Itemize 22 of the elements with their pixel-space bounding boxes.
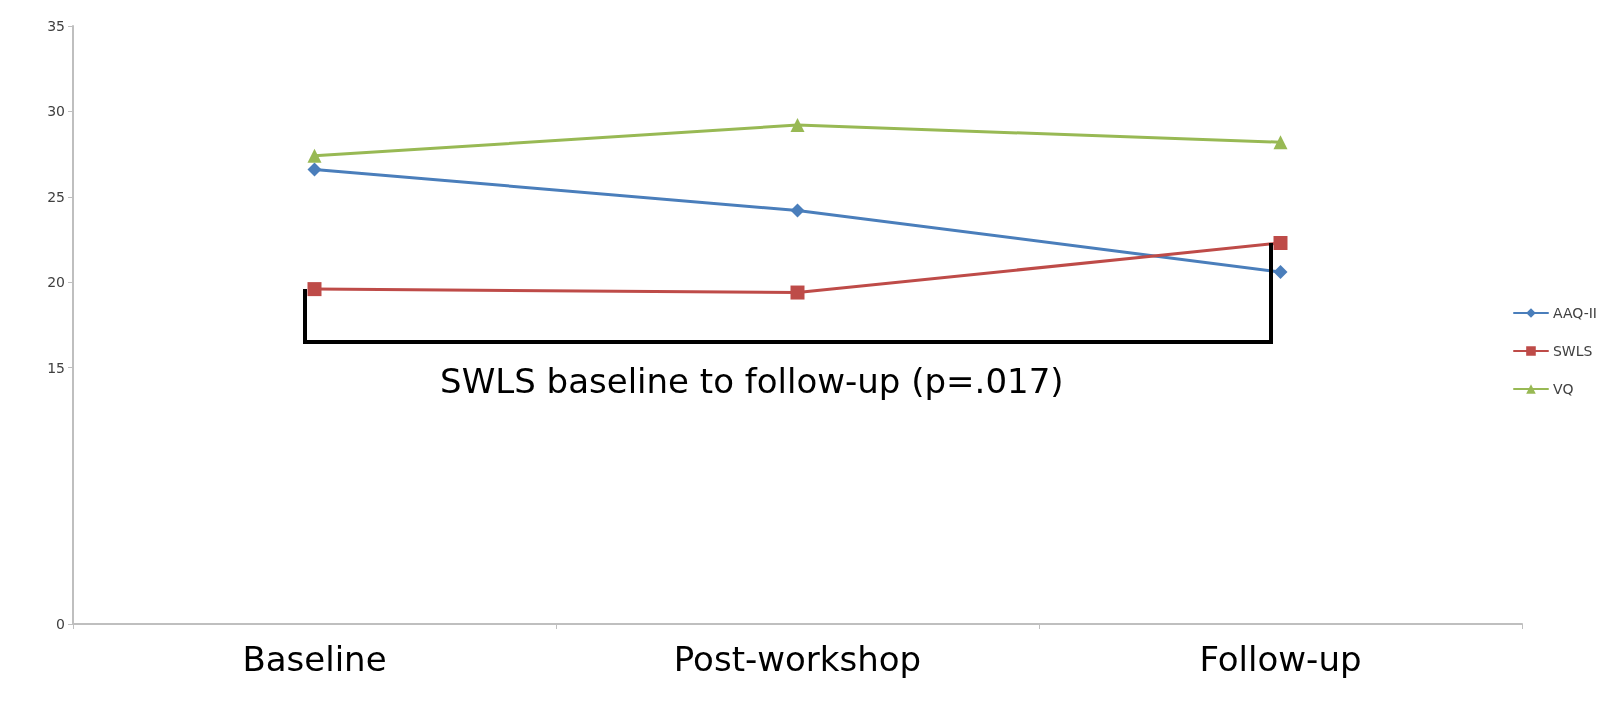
point bbox=[790, 203, 805, 218]
legend-label: AAQ-II bbox=[1552, 305, 1598, 321]
x-tick-label: Post-workshop bbox=[673, 639, 922, 679]
y-tick-label: 0 bbox=[56, 616, 65, 632]
point bbox=[790, 118, 805, 133]
point bbox=[790, 285, 805, 300]
y-tick-label: 35 bbox=[47, 18, 65, 34]
y-tick-label: 25 bbox=[47, 188, 65, 205]
point bbox=[1273, 135, 1288, 150]
legend-label: SWLS bbox=[1552, 343, 1593, 359]
point bbox=[1273, 265, 1288, 280]
point bbox=[307, 148, 322, 163]
x-tick-label: Follow-up bbox=[1199, 639, 1362, 679]
point bbox=[307, 162, 322, 177]
x-tick-label: Baseline bbox=[242, 639, 387, 679]
y-tick-label: 30 bbox=[47, 103, 65, 120]
y-tick-label: 20 bbox=[47, 274, 65, 291]
point bbox=[307, 282, 322, 297]
point bbox=[1273, 235, 1288, 250]
annotation: SWLS baseline to follow-up (p=.017) bbox=[440, 361, 1064, 402]
legend-label: VQ bbox=[1552, 381, 1574, 397]
y-tick-label: 15 bbox=[47, 359, 65, 376]
